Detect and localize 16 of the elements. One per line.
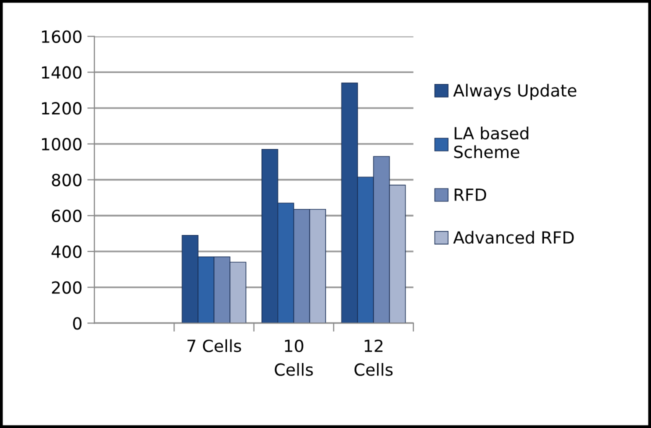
x-tick-label: 10 Cells bbox=[274, 340, 313, 376]
y-tick-label: 200 bbox=[52, 281, 82, 294]
legend-label: LA based Scheme bbox=[454, 126, 528, 158]
y-tick-label: 1600 bbox=[42, 30, 82, 43]
x-tick-label: 7 Cells bbox=[188, 339, 242, 352]
y-tick-label: 600 bbox=[52, 210, 82, 222]
y-tick-label: 800 bbox=[52, 174, 82, 186]
x-tick-label: 12 Cells bbox=[354, 340, 393, 376]
y-tick-label: 400 bbox=[52, 245, 82, 258]
y-tick-label: 1200 bbox=[42, 102, 82, 115]
legend-label: Advanced RFD bbox=[453, 230, 574, 244]
y-tick-label: 0 bbox=[73, 317, 82, 330]
y-tick-label: 1400 bbox=[42, 66, 82, 79]
y-tick-label: 1000 bbox=[42, 138, 82, 150]
legend-label: RFD bbox=[454, 188, 486, 201]
legend-label: Always Update bbox=[453, 84, 576, 100]
